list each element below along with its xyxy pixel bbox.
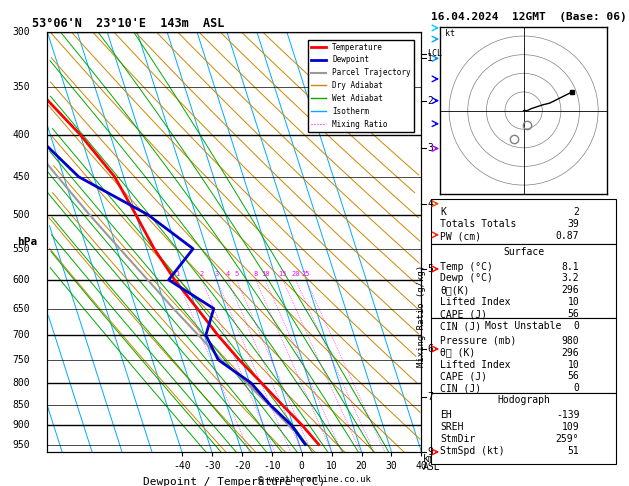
X-axis label: Dewpoint / Temperature (°C): Dewpoint / Temperature (°C) [143, 477, 325, 486]
Text: hPa: hPa [18, 237, 38, 247]
Text: 700: 700 [13, 330, 30, 340]
Legend: Temperature, Dewpoint, Parcel Trajectory, Dry Adiabat, Wet Adiabat, Isotherm, Mi: Temperature, Dewpoint, Parcel Trajectory… [308, 40, 414, 132]
Text: 2: 2 [199, 271, 204, 277]
Text: km: km [423, 454, 435, 464]
Text: 296: 296 [562, 285, 579, 295]
Text: 10: 10 [567, 360, 579, 369]
Text: Totals Totals: Totals Totals [440, 219, 516, 229]
Text: 296: 296 [562, 347, 579, 358]
Text: 1: 1 [175, 271, 180, 277]
FancyBboxPatch shape [431, 318, 616, 393]
Text: 109: 109 [562, 422, 579, 432]
Text: Temp (°C): Temp (°C) [440, 261, 493, 272]
Text: 2: 2 [574, 207, 579, 217]
Text: EH: EH [440, 410, 452, 420]
FancyBboxPatch shape [431, 199, 616, 244]
Text: Lifted Index: Lifted Index [440, 360, 511, 369]
Text: LCL: LCL [427, 49, 442, 58]
Text: 5: 5 [427, 264, 433, 274]
Text: 0: 0 [574, 383, 579, 393]
Text: 56: 56 [567, 309, 579, 319]
Text: 20: 20 [291, 271, 300, 277]
Text: kt: kt [445, 29, 455, 38]
Text: 8: 8 [253, 271, 258, 277]
Text: Mixing Ratio (g/kg): Mixing Ratio (g/kg) [417, 265, 426, 367]
Text: 8.1: 8.1 [562, 261, 579, 272]
Text: Hodograph: Hodograph [497, 395, 550, 405]
Text: 750: 750 [13, 355, 30, 365]
FancyBboxPatch shape [431, 244, 616, 318]
Text: 39: 39 [567, 219, 579, 229]
Text: 9: 9 [427, 447, 433, 457]
Text: 259°: 259° [556, 434, 579, 444]
Text: 800: 800 [13, 378, 30, 388]
Text: 56: 56 [567, 371, 579, 382]
Text: 950: 950 [13, 439, 30, 450]
Text: 980: 980 [562, 336, 579, 346]
Text: CAPE (J): CAPE (J) [440, 309, 487, 319]
Text: Most Unstable: Most Unstable [486, 321, 562, 331]
Text: 6: 6 [427, 344, 433, 354]
Text: 1: 1 [427, 53, 433, 63]
Text: PW (cm): PW (cm) [440, 231, 481, 241]
Text: 400: 400 [13, 130, 30, 139]
Text: Surface: Surface [503, 247, 544, 257]
Text: 550: 550 [13, 243, 30, 254]
Text: 600: 600 [13, 275, 30, 285]
Text: © weatheronline.co.uk: © weatheronline.co.uk [258, 474, 371, 484]
Text: 15: 15 [279, 271, 287, 277]
Text: 10: 10 [261, 271, 269, 277]
Text: 53°06'N  23°10'E  143m  ASL: 53°06'N 23°10'E 143m ASL [32, 17, 225, 31]
Text: StmDir: StmDir [440, 434, 476, 444]
Text: CIN (J): CIN (J) [440, 321, 481, 331]
Text: -139: -139 [556, 410, 579, 420]
Text: 16.04.2024  12GMT  (Base: 06): 16.04.2024 12GMT (Base: 06) [431, 12, 626, 22]
Text: θᴇ (K): θᴇ (K) [440, 347, 476, 358]
Text: 450: 450 [13, 172, 30, 182]
Text: 3: 3 [427, 143, 433, 154]
Text: 25: 25 [302, 271, 310, 277]
Text: StmSpd (kt): StmSpd (kt) [440, 446, 504, 455]
Text: 300: 300 [13, 27, 30, 36]
Text: 51: 51 [567, 446, 579, 455]
Text: 7: 7 [427, 392, 433, 402]
Text: K: K [440, 207, 446, 217]
FancyBboxPatch shape [431, 393, 616, 464]
Text: 350: 350 [13, 82, 30, 92]
Text: 0.87: 0.87 [556, 231, 579, 241]
Text: 650: 650 [13, 304, 30, 313]
Text: CAPE (J): CAPE (J) [440, 371, 487, 382]
Text: 900: 900 [13, 420, 30, 430]
Text: 10: 10 [567, 297, 579, 307]
Text: 5: 5 [235, 271, 238, 277]
Text: CIN (J): CIN (J) [440, 383, 481, 393]
Text: Pressure (mb): Pressure (mb) [440, 336, 516, 346]
Text: θᴇ(K): θᴇ(K) [440, 285, 469, 295]
Text: Dewp (°C): Dewp (°C) [440, 274, 493, 283]
Text: 500: 500 [13, 209, 30, 220]
Text: 3: 3 [214, 271, 219, 277]
Text: 0: 0 [574, 321, 579, 331]
Text: 4: 4 [226, 271, 230, 277]
Text: ASL: ASL [423, 463, 441, 472]
Text: SREH: SREH [440, 422, 464, 432]
Text: 4: 4 [427, 199, 433, 208]
Text: 3.2: 3.2 [562, 274, 579, 283]
Text: 2: 2 [427, 96, 433, 105]
Text: Lifted Index: Lifted Index [440, 297, 511, 307]
Text: 850: 850 [13, 399, 30, 410]
